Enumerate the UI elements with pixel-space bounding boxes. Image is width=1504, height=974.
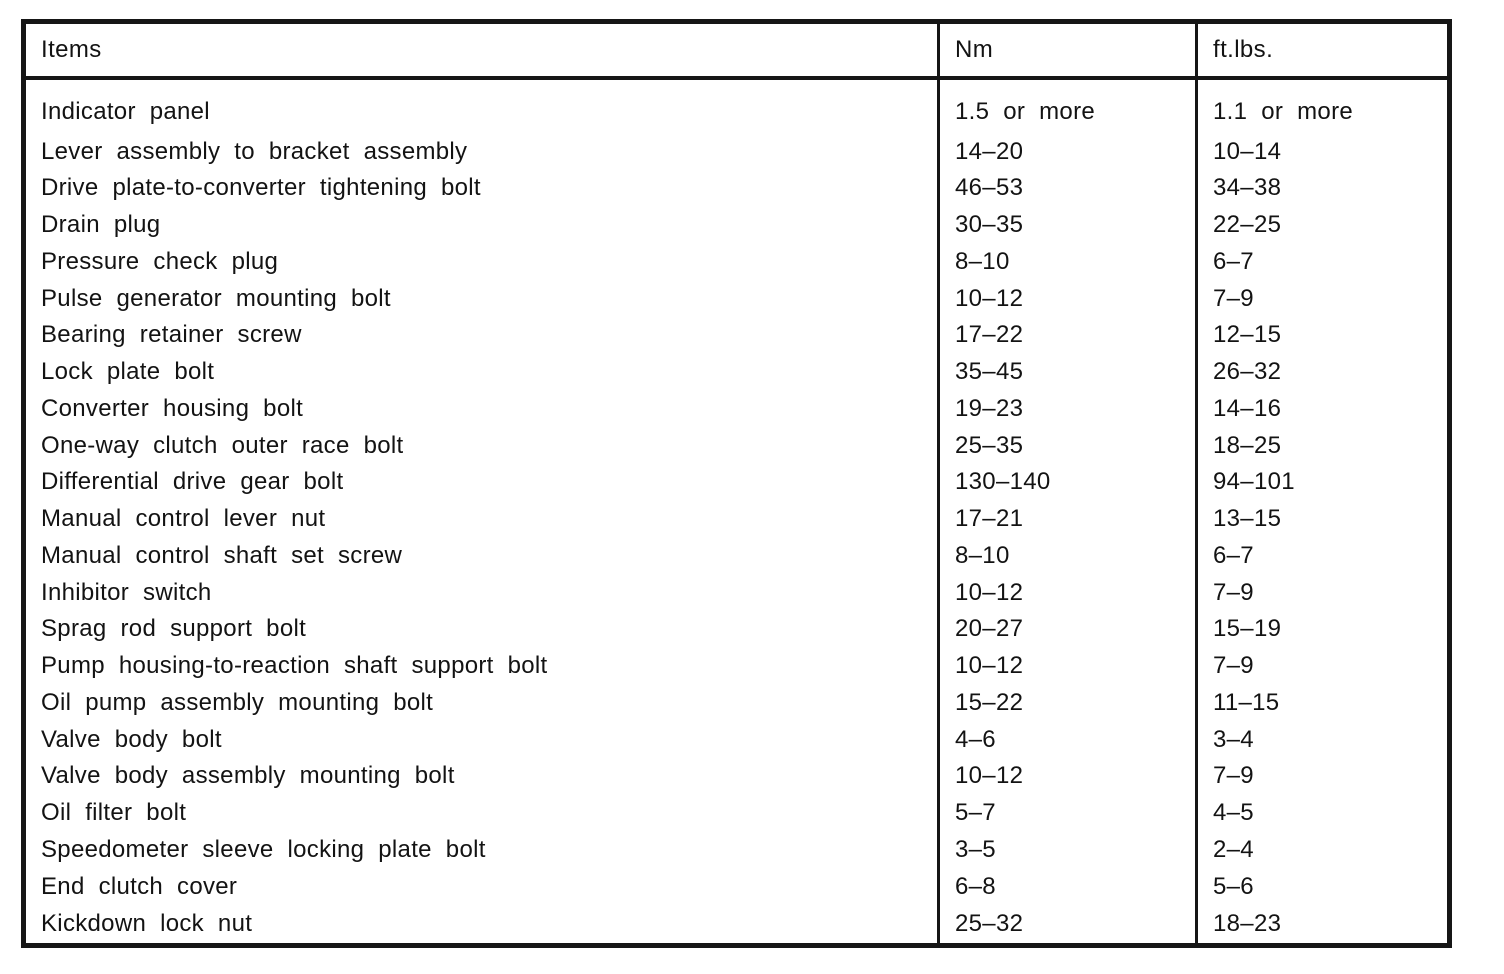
ftlbs-cell: 13–15 bbox=[1195, 500, 1450, 538]
ftlbs-cell: 18–25 bbox=[1195, 427, 1450, 464]
ftlbs-cell: 1.1 or more bbox=[1195, 78, 1450, 134]
nm-cell: 4–6 bbox=[937, 721, 1197, 758]
ftlbs-cell: 4–5 bbox=[1195, 794, 1450, 832]
item-cell: Inhibitor switch bbox=[41, 578, 212, 606]
nm-cell: 25–32 bbox=[937, 904, 1197, 946]
ftlbs-cell: 94–101 bbox=[1195, 463, 1450, 501]
item-cell: Oil filter bolt bbox=[41, 799, 187, 826]
nm-cell: 17–21 bbox=[937, 500, 1197, 538]
table-row: Valve body bolt 4–6 3–4 bbox=[24, 721, 1450, 758]
table-row: One-way clutch outer race bolt 25–35 18–25 bbox=[24, 427, 1450, 464]
item-cell: Manual control shaft set screw bbox=[41, 541, 403, 569]
ftlbs-cell: 3–4 bbox=[1195, 721, 1450, 758]
item-cell: Differential drive gear bolt bbox=[41, 468, 344, 496]
ftlbs-cell: 2–4 bbox=[1195, 831, 1450, 869]
table-row: Oil pump assembly mounting bolt 15–22 11–1… bbox=[24, 684, 1450, 722]
item-cell: Pressure check plug bbox=[41, 247, 279, 275]
table-row: Differential drive gear bolt 130–140 94–10… bbox=[24, 463, 1450, 501]
table-row: Drain plug 30–35 22–25 bbox=[24, 206, 1450, 244]
nm-cell: 30–35 bbox=[937, 206, 1197, 244]
nm-cell: 3–5 bbox=[937, 831, 1197, 869]
item-cell: Manual control lever nut bbox=[41, 505, 326, 532]
item-cell: Sprag rod support bolt bbox=[41, 615, 307, 643]
ftlbs-cell: 22–25 bbox=[1195, 206, 1450, 244]
item-cell: Valve body bolt bbox=[41, 725, 222, 753]
item-cell: Speedometer sleeve locking plate bolt bbox=[41, 835, 486, 863]
table-row: Inhibitor switch 10–12 7–9 bbox=[24, 574, 1450, 611]
ftlbs-cell: 7–9 bbox=[1195, 647, 1450, 685]
torque-spec-table: Items Nm ft.lbs. Indicator panel 1.5 or m… bbox=[21, 19, 1452, 948]
table-row: Oil filter bolt 5–7 4–5 bbox=[24, 794, 1450, 832]
item-cell: Oil pump assembly mounting bolt bbox=[41, 688, 434, 716]
nm-cell: 130–140 bbox=[937, 463, 1197, 501]
nm-cell: 8–10 bbox=[937, 243, 1197, 281]
ftlbs-cell: 26–32 bbox=[1195, 353, 1450, 391]
table-row: Lock plate bolt 35–45 26–32 bbox=[24, 353, 1450, 391]
item-cell: Drain plug bbox=[41, 211, 161, 238]
table-row: Lever assembly to bracket assembly 14–20 1… bbox=[24, 133, 1450, 170]
table-row: Pulse generator mounting bolt 10–12 7–9 bbox=[24, 280, 1450, 317]
nm-cell: 35–45 bbox=[937, 353, 1197, 391]
nm-cell: 5–7 bbox=[937, 794, 1197, 832]
table-row: Pump housing-to-reaction shaft support b… bbox=[24, 647, 1450, 685]
nm-cell: 46–53 bbox=[937, 169, 1197, 207]
table-row: Kickdown lock nut 25–32 18–23 bbox=[24, 904, 1450, 946]
nm-cell: 1.5 or more bbox=[937, 78, 1197, 134]
ftlbs-cell: 6–7 bbox=[1195, 537, 1450, 575]
table-row: Indicator panel 1.5 or more 1.1 or more bbox=[24, 78, 1450, 134]
nm-cell: 10–12 bbox=[937, 757, 1197, 795]
ftlbs-cell: 18–23 bbox=[1195, 904, 1450, 946]
nm-cell: 25–35 bbox=[937, 427, 1197, 464]
nm-cell: 15–22 bbox=[937, 684, 1197, 722]
item-cell: Valve body assembly mounting bolt bbox=[41, 762, 455, 790]
nm-cell: 17–22 bbox=[937, 316, 1197, 354]
ftlbs-cell: 5–6 bbox=[1195, 868, 1450, 905]
ftlbs-cell: 7–9 bbox=[1195, 757, 1450, 795]
ftlbs-cell: 11–15 bbox=[1195, 684, 1450, 722]
nm-cell: 20–27 bbox=[937, 610, 1197, 648]
table-row: Drive plate-to-converter tightening bolt… bbox=[24, 169, 1450, 207]
item-cell: Bearing retainer screw bbox=[41, 321, 302, 349]
item-cell: Pump housing-to-reaction shaft support b… bbox=[41, 652, 548, 679]
nm-cell: 10–12 bbox=[937, 280, 1197, 317]
nm-cell: 8–10 bbox=[937, 537, 1197, 575]
table-row: Pressure check plug 8–10 6–7 bbox=[24, 243, 1450, 281]
ftlbs-cell: 12–15 bbox=[1195, 316, 1450, 354]
ftlbs-cell: 7–9 bbox=[1195, 280, 1450, 317]
table-body: Indicator panel 1.5 or more 1.1 or more Lev… bbox=[24, 78, 1450, 946]
item-cell: End clutch cover bbox=[41, 872, 238, 900]
ftlbs-cell: 6–7 bbox=[1195, 243, 1450, 281]
table-row: Speedometer sleeve locking plate bolt 3–5… bbox=[24, 831, 1450, 869]
column-header-items: Items bbox=[23, 21, 939, 80]
nm-cell: 10–12 bbox=[937, 647, 1197, 685]
table-row: End clutch cover 6–8 5–6 bbox=[24, 868, 1450, 905]
ftlbs-cell: 7–9 bbox=[1195, 574, 1450, 611]
nm-cell: 14–20 bbox=[937, 133, 1197, 170]
header-row: Items Nm ft.lbs. bbox=[23, 21, 1450, 80]
item-cell: Kickdown lock nut bbox=[41, 909, 253, 937]
table-row: Bearing retainer screw 17–22 12–15 bbox=[24, 316, 1450, 354]
item-cell: Converter housing bolt bbox=[41, 394, 304, 422]
table-row: Valve body assembly mounting bolt 10–12 7–… bbox=[24, 757, 1450, 795]
table-row: Converter housing bolt 19–23 14–16 bbox=[24, 390, 1450, 428]
ftlbs-cell: 14–16 bbox=[1195, 390, 1450, 428]
item-cell: Drive plate-to-converter tightening bolt bbox=[41, 174, 481, 202]
nm-cell: 10–12 bbox=[937, 574, 1197, 611]
item-cell: Indicator panel bbox=[41, 97, 210, 125]
ftlbs-cell: 10–14 bbox=[1195, 133, 1450, 170]
item-cell: Lock plate bolt bbox=[41, 358, 215, 385]
nm-cell: 19–23 bbox=[937, 390, 1197, 428]
nm-cell: 6–8 bbox=[937, 868, 1197, 905]
column-header-ftlbs: ft.lbs. bbox=[1195, 21, 1450, 80]
ftlbs-cell: 34–38 bbox=[1195, 169, 1450, 207]
column-header-nm: Nm bbox=[937, 21, 1197, 80]
item-cell: Pulse generator mounting bolt bbox=[41, 284, 391, 312]
table-row: Manual control shaft set screw 8–10 6–7 bbox=[24, 537, 1450, 575]
table-row: Sprag rod support bolt 20–27 15–19 bbox=[24, 610, 1450, 648]
item-cell: One-way clutch outer race bolt bbox=[41, 431, 404, 459]
table-row: Manual control lever nut 17–21 13–15 bbox=[24, 500, 1450, 538]
ftlbs-cell: 15–19 bbox=[1195, 610, 1450, 648]
item-cell: Lever assembly to bracket assembly bbox=[41, 137, 468, 165]
